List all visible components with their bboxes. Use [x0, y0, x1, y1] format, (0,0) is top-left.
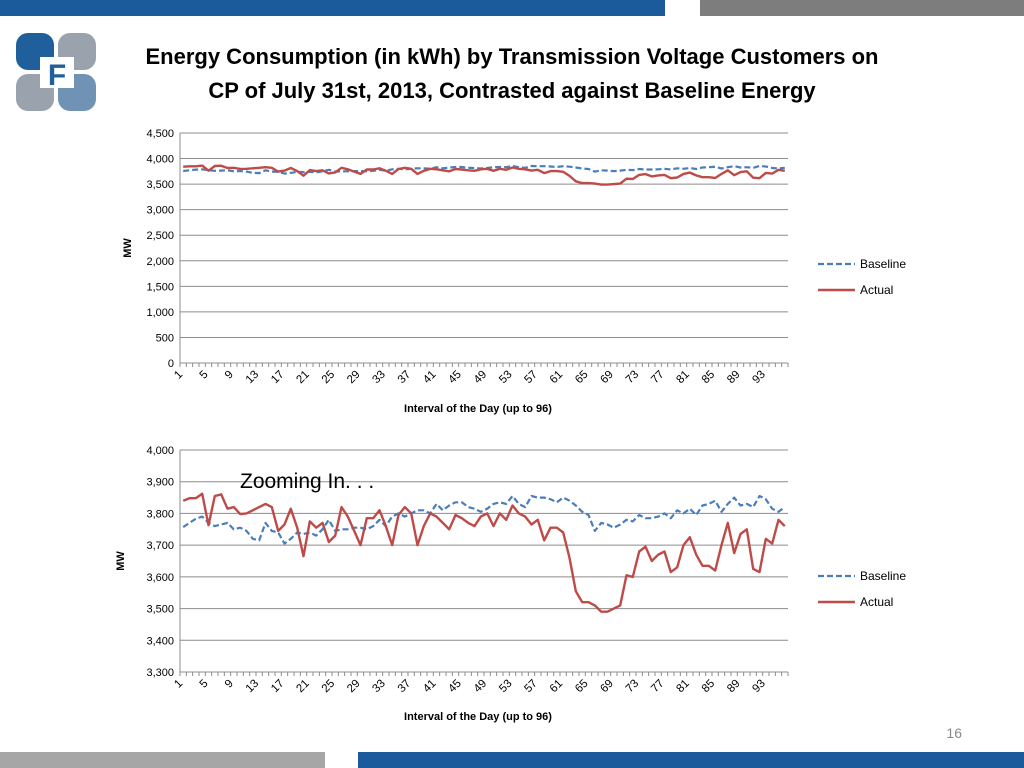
x-tick-label: 77: [649, 369, 667, 387]
x-tick-label: 33: [370, 369, 388, 387]
x-tick-label: 45: [446, 678, 464, 696]
y-axis-title: MW: [122, 238, 134, 258]
y-tick-label: 3,400: [146, 635, 174, 647]
legend-label-actual: Actual: [860, 283, 893, 297]
x-tick-label: 17: [269, 369, 287, 387]
slide-number: 16: [946, 725, 962, 741]
legend-label-actual: Actual: [860, 595, 893, 609]
x-axis-title: Interval of the Day (up to 96): [404, 711, 552, 723]
x-tick-label: 41: [421, 369, 439, 387]
x-tick-label: 41: [421, 678, 439, 696]
header-blue-bar: [0, 0, 665, 16]
y-tick-label: 3,600: [146, 572, 174, 584]
footer-blue-bar: [358, 752, 1024, 768]
y-tick-label: 4,000: [146, 154, 174, 166]
y-tick-label: 3,300: [146, 667, 174, 679]
y-tick-label: 2,500: [146, 230, 174, 242]
x-tick-label: 13: [244, 678, 262, 696]
x-tick-label: 1: [172, 678, 185, 691]
x-tick-label: 45: [446, 369, 464, 387]
y-tick-label: 3,900: [146, 477, 174, 489]
legend-label-baseline: Baseline: [860, 569, 906, 583]
legend-label-baseline: Baseline: [860, 257, 906, 271]
x-tick-label: 21: [294, 369, 312, 387]
x-tick-label: 61: [548, 678, 566, 696]
x-tick-label: 37: [396, 678, 414, 696]
y-tick-label: 3,500: [146, 604, 174, 616]
y-tick-label: 0: [168, 358, 174, 370]
x-tick-label: 29: [345, 678, 363, 696]
series-line-actual: [182, 492, 786, 613]
x-tick-label: 9: [223, 369, 236, 382]
x-tick-label: 89: [725, 678, 743, 696]
chart-1: 0 500 1,000 1,500 2,000 2,500 3,000 3,500 4,000 4…: [122, 128, 906, 415]
x-axis-title: Interval of the Day (up to 96): [404, 403, 552, 415]
chart-annotation: Zooming In. . .: [240, 470, 374, 493]
x-tick-label: 29: [345, 369, 363, 387]
x-tick-label: 13: [244, 369, 262, 387]
slide-title-line-2: CP of July 31st, 2013, Contrasted agains…: [208, 78, 816, 103]
x-tick-label: 5: [198, 369, 211, 382]
x-tick-label: 73: [624, 369, 642, 387]
y-tick-label: 4,500: [146, 128, 174, 140]
x-tick-label: 37: [396, 369, 414, 387]
x-tick-label: 9: [223, 678, 236, 691]
x-tick-label: 49: [472, 678, 490, 696]
x-tick-label: 81: [674, 369, 692, 387]
x-tick-label: 69: [598, 369, 616, 387]
series-line-actual: [183, 164, 785, 186]
x-tick-label: 89: [725, 369, 743, 387]
x-tick-label: 73: [624, 678, 642, 696]
x-tick-label: 77: [649, 678, 667, 696]
x-tick-label: 69: [598, 678, 616, 696]
slide-title-line-1: Energy Consumption (in kWh) by Transmiss…: [145, 44, 879, 69]
chart-2: 3,300 3,400 3,500 3,600 3,700 3,800 3,900 4,000…: [115, 445, 906, 723]
x-tick-label: 61: [548, 369, 566, 387]
x-tick-label: 85: [700, 369, 718, 387]
x-tick-label: 81: [674, 678, 692, 696]
y-tick-label: 4,000: [146, 445, 174, 457]
series-line-baseline: [183, 164, 785, 175]
x-tick-label: 85: [700, 678, 718, 696]
y-tick-label: 500: [156, 332, 174, 344]
y-tick-label: 1,000: [146, 307, 174, 319]
series-line-baseline: [182, 494, 786, 545]
x-tick-label: 21: [294, 678, 312, 696]
x-tick-label: 57: [522, 678, 540, 696]
y-tick-label: 2,000: [146, 256, 174, 268]
header-gray-bar: [700, 0, 1024, 16]
y-tick-label: 1,500: [146, 281, 174, 293]
y-tick-label: 3,700: [146, 540, 174, 552]
x-tick-label: 53: [497, 678, 515, 696]
x-tick-label: 65: [573, 678, 591, 696]
x-tick-label: 17: [269, 678, 287, 696]
logo-letter: F: [48, 59, 66, 92]
x-tick-label: 53: [497, 369, 515, 387]
y-tick-label: 3,000: [146, 205, 174, 217]
y-tick-label: 3,800: [146, 508, 174, 520]
x-tick-label: 65: [573, 369, 591, 387]
x-tick-label: 93: [750, 369, 768, 387]
slide-title: Energy Consumption (in kWh) by Transmiss…: [100, 40, 924, 108]
x-tick-label: 93: [750, 678, 768, 696]
x-tick-label: 49: [472, 369, 490, 387]
y-axis-title: MW: [115, 551, 127, 571]
x-tick-label: 5: [198, 678, 211, 691]
footer-gray-bar: [0, 752, 325, 768]
x-tick-label: 25: [320, 678, 338, 696]
x-tick-label: 25: [320, 369, 338, 387]
company-logo: F: [16, 33, 96, 111]
x-tick-label: 1: [172, 369, 185, 382]
x-tick-label: 33: [370, 678, 388, 696]
y-tick-label: 3,500: [146, 179, 174, 191]
x-tick-label: 57: [522, 369, 540, 387]
